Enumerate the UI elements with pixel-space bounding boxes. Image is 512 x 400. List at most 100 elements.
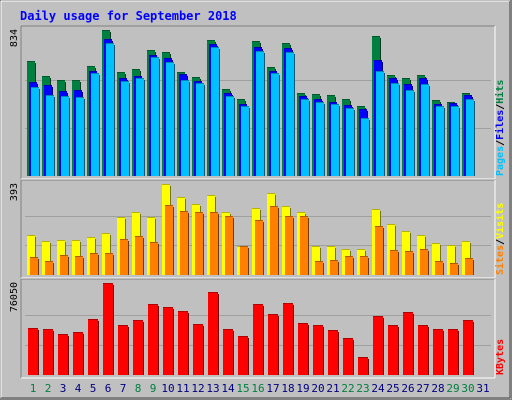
bar-kbytes-day-17 [268, 314, 279, 375]
bar-sites-day-22-fill [345, 257, 353, 275]
x-tick-label-14: 14 [221, 382, 235, 395]
x-tick-label-29: 29 [446, 382, 459, 395]
bar-pages-day-18-cap [286, 52, 294, 53]
bar-pages-day-15 [241, 106, 250, 176]
bar-sites-day-3-cap [60, 255, 68, 256]
bar-sites-day-16-shadow [263, 222, 264, 275]
bar-sites-day-10-fill [165, 206, 173, 275]
bar-sites-day-18-cap [285, 216, 293, 217]
bar-kbytes-day-15-cap [238, 336, 248, 337]
bar-kbytes-day-14-cap [223, 329, 233, 330]
bar-sites-day-1-fill [30, 258, 38, 275]
bar-pages-day-12 [196, 83, 205, 176]
bar-kbytes-day-13-fill [208, 293, 218, 375]
bar-files-day-12-cap [194, 81, 202, 82]
x-tick-label-28: 28 [431, 382, 444, 395]
bar-kbytes-day-3-fill [58, 335, 68, 375]
bar-sites-day-13 [210, 212, 219, 275]
bar-kbytes-day-22-fill [343, 339, 353, 375]
bar-sites-day-22-cap [345, 256, 353, 257]
bar-sites-day-21-shadow [338, 262, 339, 275]
bar-kbytes-day-14 [223, 329, 234, 375]
panel-bottom-max-label: 76050 [9, 282, 20, 312]
bar-kbytes-day-28-fill [433, 330, 443, 375]
bar-visits-day-7-cap [117, 217, 125, 218]
bar-pages-day-19-fill [301, 100, 309, 176]
bar-pages-day-13 [211, 47, 220, 176]
bar-sites-day-28-shadow [443, 263, 444, 275]
bar-pages-day-4 [76, 97, 85, 176]
bar-sites-day-24 [375, 226, 384, 275]
bar-visits-day-12-cap [192, 204, 200, 205]
bar-pages-day-5 [91, 73, 100, 176]
bar-kbytes-day-29-fill [448, 330, 458, 375]
bar-kbytes-day-20 [313, 325, 324, 375]
bar-sites-day-1 [30, 257, 39, 275]
bar-pages-day-11-shadow [189, 82, 190, 176]
bar-sites-day-28 [435, 261, 444, 275]
bar-kbytes-day-25-fill [388, 326, 398, 375]
legend-visits: Visits [494, 203, 506, 239]
bar-kbytes-day-13-shadow [218, 294, 219, 375]
bar-kbytes-day-4-shadow [83, 334, 84, 375]
bar-sites-day-9-cap [150, 242, 158, 243]
panel-middle-max-label: 393 [9, 183, 20, 201]
bar-kbytes-day-12-fill [193, 325, 203, 375]
panel-top-max-label: 834 [9, 29, 20, 47]
bar-files-day-8-cap [134, 76, 142, 77]
bar-kbytes-day-14-fill [223, 330, 233, 375]
bar-kbytes-day-28-shadow [443, 331, 444, 375]
bar-kbytes-day-7-fill [118, 326, 128, 375]
bar-visits-day-5-cap [87, 237, 95, 238]
bar-sites-day-26-fill [405, 252, 413, 275]
bar-kbytes-day-17-fill [268, 315, 278, 375]
bar-kbytes-day-2-fill [43, 330, 53, 375]
bar-kbytes-day-12-shadow [203, 326, 204, 375]
bar-sites-day-17-fill [270, 207, 278, 275]
bar-files-day-18-cap [284, 48, 292, 49]
bar-kbytes-day-10-cap [163, 307, 173, 308]
bar-sites-day-12-fill [195, 213, 203, 275]
bar-visits-day-19-cap [297, 212, 305, 213]
bar-kbytes-day-8-fill [133, 321, 143, 375]
bar-pages-day-11-cap [181, 80, 189, 81]
bar-kbytes-day-22-shadow [353, 340, 354, 375]
bar-hits-day-14-cap [222, 89, 230, 90]
bar-pages-day-29-fill [451, 107, 459, 176]
bar-visits-day-23-cap [357, 249, 365, 250]
bar-kbytes-day-19-cap [298, 323, 308, 324]
bar-kbytes-day-13-cap [208, 292, 218, 293]
bar-visits-day-9-cap [147, 217, 155, 218]
x-tick-label-25: 25 [386, 382, 399, 395]
bar-sites-day-9-shadow [158, 244, 159, 275]
bar-pages-day-10-fill [166, 63, 174, 176]
bar-pages-day-8-fill [136, 79, 144, 176]
bar-pages-day-27-fill [421, 85, 429, 176]
bar-visits-day-29-fill [447, 246, 455, 275]
bar-kbytes-day-20-shadow [323, 327, 324, 375]
bar-pages-day-17-fill [271, 74, 279, 176]
bar-kbytes-day-30-cap [463, 320, 473, 321]
bar-sites-day-26-shadow [413, 253, 414, 275]
bar-pages-day-15-fill [241, 107, 249, 176]
bar-kbytes-day-19-shadow [308, 325, 309, 375]
bar-kbytes-day-22-cap [343, 338, 353, 339]
bar-hits-day-24-cap [372, 36, 380, 37]
x-tick-label-26: 26 [401, 382, 414, 395]
bar-pages-day-14 [226, 96, 235, 176]
bar-kbytes-day-19 [298, 323, 309, 375]
bar-kbytes-day-2 [43, 329, 54, 375]
bar-sites-day-21-cap [330, 260, 338, 261]
bar-sites-day-14-fill [225, 217, 233, 275]
bar-hits-day-25-cap [387, 75, 395, 76]
bar-kbytes-day-15-fill [238, 337, 248, 375]
bar-kbytes-day-10 [163, 307, 174, 375]
bar-kbytes-day-18 [283, 303, 294, 375]
bar-pages-day-1 [31, 87, 40, 176]
bar-files-day-23-cap [359, 109, 367, 110]
bar-sites-day-6-cap [105, 253, 113, 254]
bar-pages-day-16 [256, 51, 265, 176]
bar-kbytes-day-1 [28, 328, 39, 375]
bar-sites-day-20-shadow [323, 263, 324, 275]
bar-kbytes-day-18-cap [283, 303, 293, 304]
